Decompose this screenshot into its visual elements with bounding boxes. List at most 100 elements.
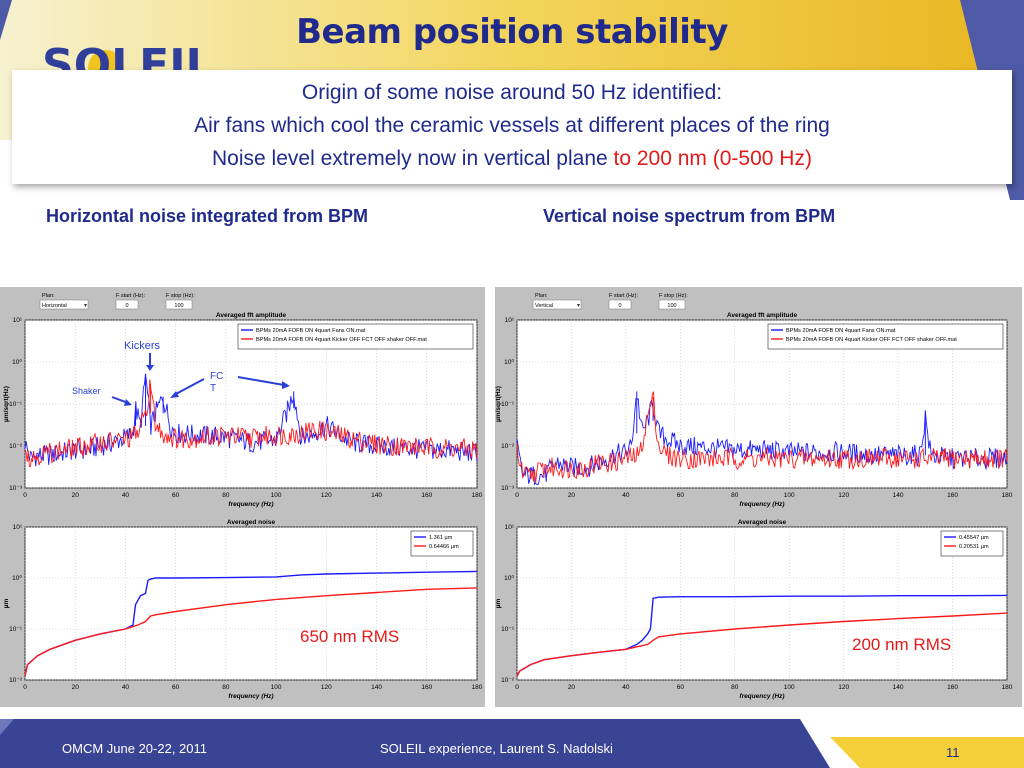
fstart-input bbox=[115, 299, 139, 310]
arrow-kickers-head bbox=[146, 365, 154, 371]
fstop-input bbox=[165, 299, 193, 310]
x-tick-label: 160 bbox=[421, 684, 432, 691]
legend-entry: BPMs 20mA FOFB ON 4quart Fans ON.mat bbox=[256, 328, 366, 334]
y-tick-label: 10⁰ bbox=[504, 574, 514, 582]
figure-right: Plan: Vertical ▾ F start (Hz): 0 F stop (Hz):… bbox=[495, 287, 1022, 707]
x-tick-label: 80 bbox=[222, 684, 230, 691]
annotation-rms-right: 200 nm RMS bbox=[852, 635, 951, 654]
plot-title: Averaged fft amplitude bbox=[216, 312, 287, 319]
figure-left-svg: Plan: Horizontal ▾ F start (Hz): 0 F stop (Hz… bbox=[3, 293, 483, 700]
x-tick-label: 20 bbox=[72, 684, 80, 691]
plan-label: Plan: bbox=[42, 293, 55, 299]
y-tick-label: 10⁻² bbox=[501, 443, 515, 450]
x-tick-label: 180 bbox=[1002, 684, 1013, 691]
x-tick-label: 20 bbox=[72, 492, 80, 499]
x-axis-label: frequency (Hz) bbox=[228, 501, 273, 508]
x-tick-label: 120 bbox=[838, 684, 849, 691]
y-axis-label: µm/sqrt(Hz) bbox=[495, 386, 502, 422]
x-tick-label: 60 bbox=[172, 492, 180, 499]
annotation-fct-2: T bbox=[210, 383, 216, 394]
legend-entry: BPMs 20mA FOFB ON 4quart Kicker OFF FCT … bbox=[786, 337, 957, 343]
x-tick-label: 40 bbox=[622, 684, 630, 691]
caption-left: Horizontal noise integrated from BPM bbox=[46, 206, 369, 226]
legend-entry: 0.64466 µm bbox=[429, 544, 459, 550]
x-axis-label: frequency (Hz) bbox=[228, 693, 273, 700]
y-tick-label: 10⁻¹ bbox=[9, 401, 23, 408]
fstop-label: F stop (Hz): bbox=[659, 293, 688, 299]
legend-box bbox=[767, 323, 1004, 350]
legend-entry: 0.20531 µm bbox=[959, 544, 989, 550]
x-tick-label: 40 bbox=[622, 492, 630, 499]
chevron-down-icon: ▾ bbox=[577, 302, 580, 309]
x-tick-label: 80 bbox=[731, 492, 739, 499]
plot-area bbox=[24, 526, 478, 681]
plot-title: Averaged noise bbox=[738, 519, 787, 526]
y-tick-label: 10⁻¹ bbox=[9, 626, 23, 633]
fstart-value: 0 bbox=[618, 303, 621, 309]
x-tick-label: 100 bbox=[784, 684, 795, 691]
x-tick-label: 20 bbox=[568, 684, 576, 691]
y-tick-label: 10⁻¹ bbox=[501, 626, 515, 633]
x-tick-label: 0 bbox=[515, 492, 519, 499]
callout-line-1: Origin of some noise around 50 Hz identi… bbox=[301, 81, 723, 104]
y-tick-label: 10⁻³ bbox=[501, 485, 515, 492]
y-axis-label: µm bbox=[3, 599, 10, 609]
page-number: 11 bbox=[946, 745, 960, 760]
x-tick-label: 60 bbox=[677, 492, 685, 499]
y-tick-label: 10¹ bbox=[13, 524, 23, 531]
legend-box bbox=[237, 323, 474, 350]
caption-right: Vertical noise spectrum from BPM bbox=[543, 206, 836, 226]
legend-box bbox=[940, 530, 1004, 557]
y-tick-label: 10⁻³ bbox=[9, 485, 23, 492]
figure-left: Plan: Horizontal ▾ F start (Hz): 0 F stop (Hz… bbox=[0, 287, 485, 707]
plot-area bbox=[516, 526, 1008, 681]
annotation-rms-left: 650 nm RMS bbox=[300, 627, 399, 646]
x-tick-label: 160 bbox=[947, 492, 958, 499]
y-axis-label: µm/sqrt(Hz) bbox=[3, 386, 10, 422]
y-tick-label: 10⁰ bbox=[12, 358, 22, 366]
annotation-fct-1: FC bbox=[210, 371, 223, 382]
plan-label: Plan: bbox=[535, 293, 548, 299]
callout-line-3-text: Noise level extremely now in vertical pl… bbox=[212, 147, 614, 170]
fstart-input bbox=[608, 299, 632, 310]
x-tick-label: 100 bbox=[784, 492, 795, 499]
figure-right-svg: Plan: Vertical ▾ F start (Hz): 0 F stop (Hz):… bbox=[495, 293, 1013, 700]
x-tick-label: 140 bbox=[893, 492, 904, 499]
x-tick-label: 60 bbox=[172, 684, 180, 691]
x-tick-label: 160 bbox=[421, 492, 432, 499]
x-tick-label: 40 bbox=[122, 684, 130, 691]
x-tick-label: 180 bbox=[472, 684, 483, 691]
fstop-label: F stop (Hz): bbox=[166, 293, 195, 299]
x-tick-label: 0 bbox=[23, 492, 27, 499]
arrow-fct-left bbox=[173, 378, 205, 396]
fstop-value: 100 bbox=[174, 303, 183, 309]
y-tick-label: 10¹ bbox=[505, 317, 515, 324]
arrow-fct-right bbox=[237, 376, 285, 386]
series-line bbox=[24, 373, 478, 467]
x-tick-label: 80 bbox=[731, 684, 739, 691]
callout-line-3-highlight: to 200 nm (0-500 Hz) bbox=[613, 147, 812, 170]
chevron-down-icon: ▾ bbox=[84, 302, 87, 309]
x-tick-label: 0 bbox=[515, 684, 519, 691]
fstart-label: F start (Hz): bbox=[609, 293, 638, 299]
y-tick-label: 10⁻² bbox=[501, 677, 515, 684]
plan-select bbox=[39, 299, 89, 310]
legend-entry: 1.361 µm bbox=[429, 535, 453, 541]
series-line bbox=[516, 391, 1008, 483]
x-tick-label: 0 bbox=[23, 684, 27, 691]
annotation-shaker: Shaker bbox=[72, 386, 101, 396]
arrow-fct-right-head bbox=[282, 381, 290, 389]
callout-line-2: Air fans which cool the ceramic vessels … bbox=[194, 114, 830, 137]
x-tick-label: 80 bbox=[222, 492, 230, 499]
footer-event: OMCM June 20-22, 2011 bbox=[62, 741, 207, 756]
slide-title: Beam position stability bbox=[296, 12, 728, 52]
x-tick-label: 60 bbox=[677, 684, 685, 691]
legend-entry: 0.45547 µm bbox=[959, 535, 989, 541]
x-tick-label: 120 bbox=[838, 492, 849, 499]
footer-bar bbox=[0, 715, 1024, 768]
legend-box bbox=[410, 530, 474, 557]
legend-entry: BPMs 20mA FOFB ON 4quart Fans ON.mat bbox=[786, 328, 896, 334]
plan-value: Vertical bbox=[535, 303, 553, 309]
x-tick-label: 100 bbox=[271, 492, 282, 499]
x-tick-label: 40 bbox=[122, 492, 130, 499]
